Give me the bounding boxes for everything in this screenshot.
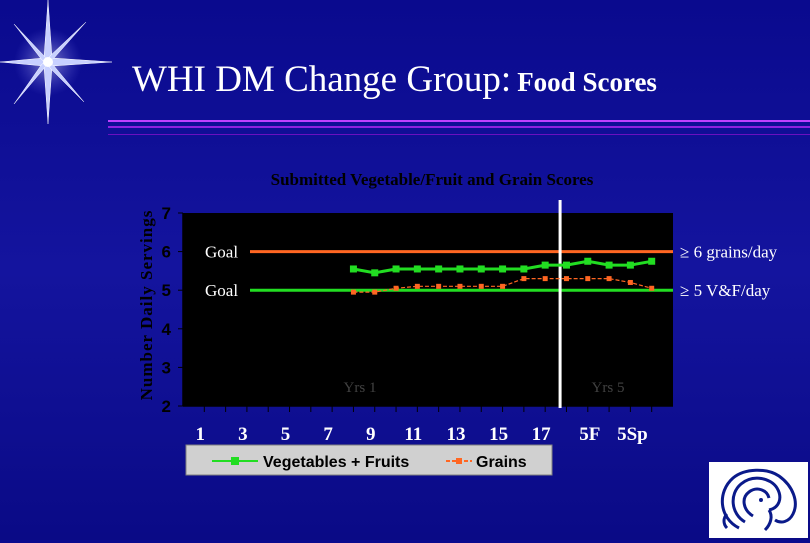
x-tick-label: 17 bbox=[532, 424, 552, 445]
slide-title: WHI DM Change Group: Food Scores bbox=[132, 58, 772, 101]
data-point bbox=[605, 261, 613, 269]
data-point bbox=[456, 265, 464, 273]
series-group bbox=[349, 257, 656, 295]
x-tick-label: 11 bbox=[404, 424, 422, 445]
slide-title-sub: Food Scores bbox=[517, 67, 657, 97]
y-tick-label: 7 bbox=[162, 204, 171, 223]
series-line bbox=[353, 278, 652, 293]
data-point bbox=[477, 265, 485, 273]
data-point bbox=[372, 289, 378, 295]
star-logo bbox=[0, 0, 120, 130]
data-point bbox=[350, 289, 356, 295]
goal-target-label: ≥ 5 V&F/day bbox=[680, 281, 771, 300]
data-point bbox=[627, 279, 633, 285]
whi-logo bbox=[709, 462, 808, 538]
data-point bbox=[500, 283, 506, 289]
y-tick-label: 3 bbox=[162, 358, 171, 377]
x-tick-label: 5 bbox=[281, 424, 291, 445]
y-tick-label: 5 bbox=[162, 281, 171, 300]
data-point bbox=[371, 269, 379, 277]
legend-label-grains: Grains bbox=[476, 454, 527, 471]
goal-label: Goal bbox=[205, 243, 238, 262]
y-tick-label: 6 bbox=[162, 243, 171, 262]
data-point bbox=[649, 285, 655, 291]
goal-target-label: ≥ 6 grains/day bbox=[680, 243, 778, 262]
data-point bbox=[499, 265, 507, 273]
data-point bbox=[413, 265, 421, 273]
data-point bbox=[584, 257, 592, 265]
annotation-yrs1: Yrs 1 bbox=[344, 380, 377, 396]
data-point bbox=[541, 261, 549, 269]
data-point bbox=[562, 261, 570, 269]
data-point bbox=[521, 276, 527, 282]
x-tick-label: 9 bbox=[366, 424, 376, 445]
x-tick-label: 5F bbox=[579, 424, 600, 445]
data-point bbox=[436, 283, 442, 289]
data-point bbox=[392, 265, 400, 273]
data-point bbox=[542, 276, 548, 282]
x-tick-label: 3 bbox=[238, 424, 248, 445]
plot-area bbox=[183, 213, 673, 406]
title-rule-bottom bbox=[108, 134, 810, 135]
x-tick-label: 5Sp bbox=[617, 424, 648, 445]
chart-title-group: Submitted Vegetable/Fruit and Grain Scor… bbox=[271, 170, 594, 189]
legend-label-veg: Vegetables + Fruits bbox=[263, 454, 409, 471]
y-ticks: 2 3 4 5 6 7 bbox=[162, 204, 183, 416]
data-point bbox=[606, 276, 612, 282]
x-tick-label: 13 bbox=[446, 424, 465, 445]
data-point bbox=[585, 276, 591, 282]
x-axis: 1 3 5 7 9 11 13 15 17 5F 5Sp bbox=[182, 213, 673, 445]
legend-marker-grains bbox=[456, 458, 462, 464]
x-tick-label: 1 bbox=[196, 424, 206, 445]
title-rule-top bbox=[108, 120, 810, 122]
y-tick-label: 2 bbox=[162, 397, 171, 416]
y-axis-label: Number Daily Servings bbox=[137, 210, 156, 401]
goal-label: Goal bbox=[205, 281, 238, 300]
annotation-yrs5: Yrs 5 bbox=[592, 380, 625, 396]
goal-lines: Goal ≥ 6 grains/day Goal ≥ 5 V&F/day bbox=[205, 243, 778, 301]
title-rule-mid bbox=[108, 126, 810, 128]
chart-title: Submitted Vegetable/Fruit and Grain Scor… bbox=[271, 170, 594, 189]
data-point bbox=[648, 257, 656, 265]
x-tick-label: 7 bbox=[323, 424, 333, 445]
legend-marker-veg bbox=[231, 457, 239, 465]
data-point bbox=[435, 265, 443, 273]
data-point bbox=[478, 283, 484, 289]
slide-title-main: WHI DM Change Group: bbox=[132, 59, 512, 100]
data-point bbox=[457, 283, 463, 289]
x-tick-label: 15 bbox=[489, 424, 508, 445]
y-tick-label: 4 bbox=[162, 320, 172, 339]
data-point bbox=[349, 265, 357, 273]
data-point bbox=[393, 285, 399, 291]
legend: Vegetables + Fruits Grains bbox=[185, 444, 553, 476]
data-point bbox=[563, 276, 569, 282]
data-point bbox=[520, 265, 528, 273]
data-point bbox=[626, 261, 634, 269]
data-point bbox=[414, 283, 420, 289]
